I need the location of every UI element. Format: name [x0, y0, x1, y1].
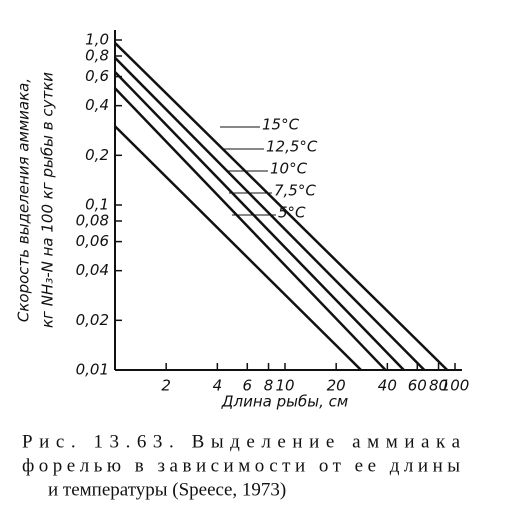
- y-axis-label: Скорость выделения аммиака,: [15, 78, 33, 322]
- y-tick-label: 0,4: [85, 96, 109, 114]
- x-axis-label: Длина рыбы, см: [221, 393, 348, 411]
- y-tick-label: 0,06: [76, 232, 109, 250]
- y-tick-label: 0,08: [76, 211, 109, 229]
- x-tick-label: 2: [161, 377, 171, 395]
- caption: Рис. 13.63. Выделение аммиака: [22, 431, 461, 452]
- y-tick-label: 0,8: [85, 46, 109, 64]
- series-line: [114, 71, 405, 371]
- y-tick-label: 0,1: [85, 196, 109, 214]
- series-line: [114, 125, 362, 371]
- series-label: 10°C: [270, 160, 308, 178]
- caption: и температуры (Speece, 1973): [48, 479, 286, 500]
- series-label: 12,5°C: [266, 138, 318, 156]
- series-line: [114, 56, 426, 371]
- y-tick-label: 1,0: [85, 31, 109, 49]
- x-tick-label: 8: [264, 377, 274, 395]
- y-tick-label: 0,01: [76, 361, 109, 379]
- x-tick-label: 80: [429, 377, 448, 395]
- y-tick-label: 0,2: [85, 146, 109, 164]
- y-tick-label: 0,04: [76, 261, 109, 279]
- x-tick-label: 100: [441, 377, 470, 395]
- caption: форелью в зависимости от ее длины: [22, 455, 460, 476]
- series-label: 7,5°C: [274, 182, 316, 200]
- x-tick-label: 60: [408, 377, 427, 395]
- x-tick-label: 4: [213, 377, 223, 395]
- y-tick-label: 0,6: [85, 67, 109, 85]
- series-line: [114, 87, 387, 371]
- y-axis-label: кг NH₃-N на 100 кг рыбы в сутки: [39, 72, 57, 328]
- series-label: 15°C: [262, 116, 300, 134]
- x-tick-label: 10: [275, 377, 294, 395]
- x-tick-label: 40: [378, 377, 397, 395]
- series-label: 5°C: [278, 204, 306, 222]
- x-tick-label: 20: [327, 377, 346, 395]
- y-tick-label: 0,02: [76, 311, 109, 329]
- series-line: [114, 42, 449, 371]
- x-tick-label: 6: [243, 377, 253, 395]
